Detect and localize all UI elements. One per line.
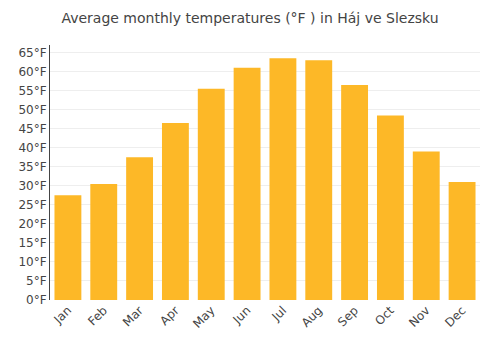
svg-text:50°F: 50°F xyxy=(18,103,46,117)
svg-text:40°F: 40°F xyxy=(18,141,46,155)
svg-text:Mar: Mar xyxy=(120,303,146,329)
svg-text:20°F: 20°F xyxy=(18,217,46,231)
svg-text:55°F: 55°F xyxy=(18,84,46,98)
svg-text:Feb: Feb xyxy=(85,303,110,328)
svg-text:Dec: Dec xyxy=(442,303,468,329)
svg-text:30°F: 30°F xyxy=(18,179,46,193)
svg-text:Jul: Jul xyxy=(268,303,289,324)
svg-text:15°F: 15°F xyxy=(18,236,46,250)
svg-text:10°F: 10°F xyxy=(18,255,46,269)
svg-text:60°F: 60°F xyxy=(18,65,46,79)
svg-text:5°F: 5°F xyxy=(26,274,47,288)
svg-text:0°F: 0°F xyxy=(26,293,47,307)
svg-text:May: May xyxy=(190,303,217,330)
svg-text:25°F: 25°F xyxy=(18,198,46,212)
svg-text:Apr: Apr xyxy=(157,303,182,328)
svg-text:Nov: Nov xyxy=(406,303,432,329)
svg-text:Jun: Jun xyxy=(230,303,254,327)
svg-text:Average monthly temperatures (: Average monthly temperatures (°F ) in Há… xyxy=(61,10,438,26)
svg-text:Sep: Sep xyxy=(335,303,361,329)
svg-text:35°F: 35°F xyxy=(18,160,46,174)
svg-text:Jan: Jan xyxy=(51,303,75,327)
svg-text:45°F: 45°F xyxy=(18,122,46,136)
svg-text:65°F: 65°F xyxy=(18,46,46,60)
svg-text:Oct: Oct xyxy=(372,303,397,328)
svg-text:Aug: Aug xyxy=(299,303,325,329)
